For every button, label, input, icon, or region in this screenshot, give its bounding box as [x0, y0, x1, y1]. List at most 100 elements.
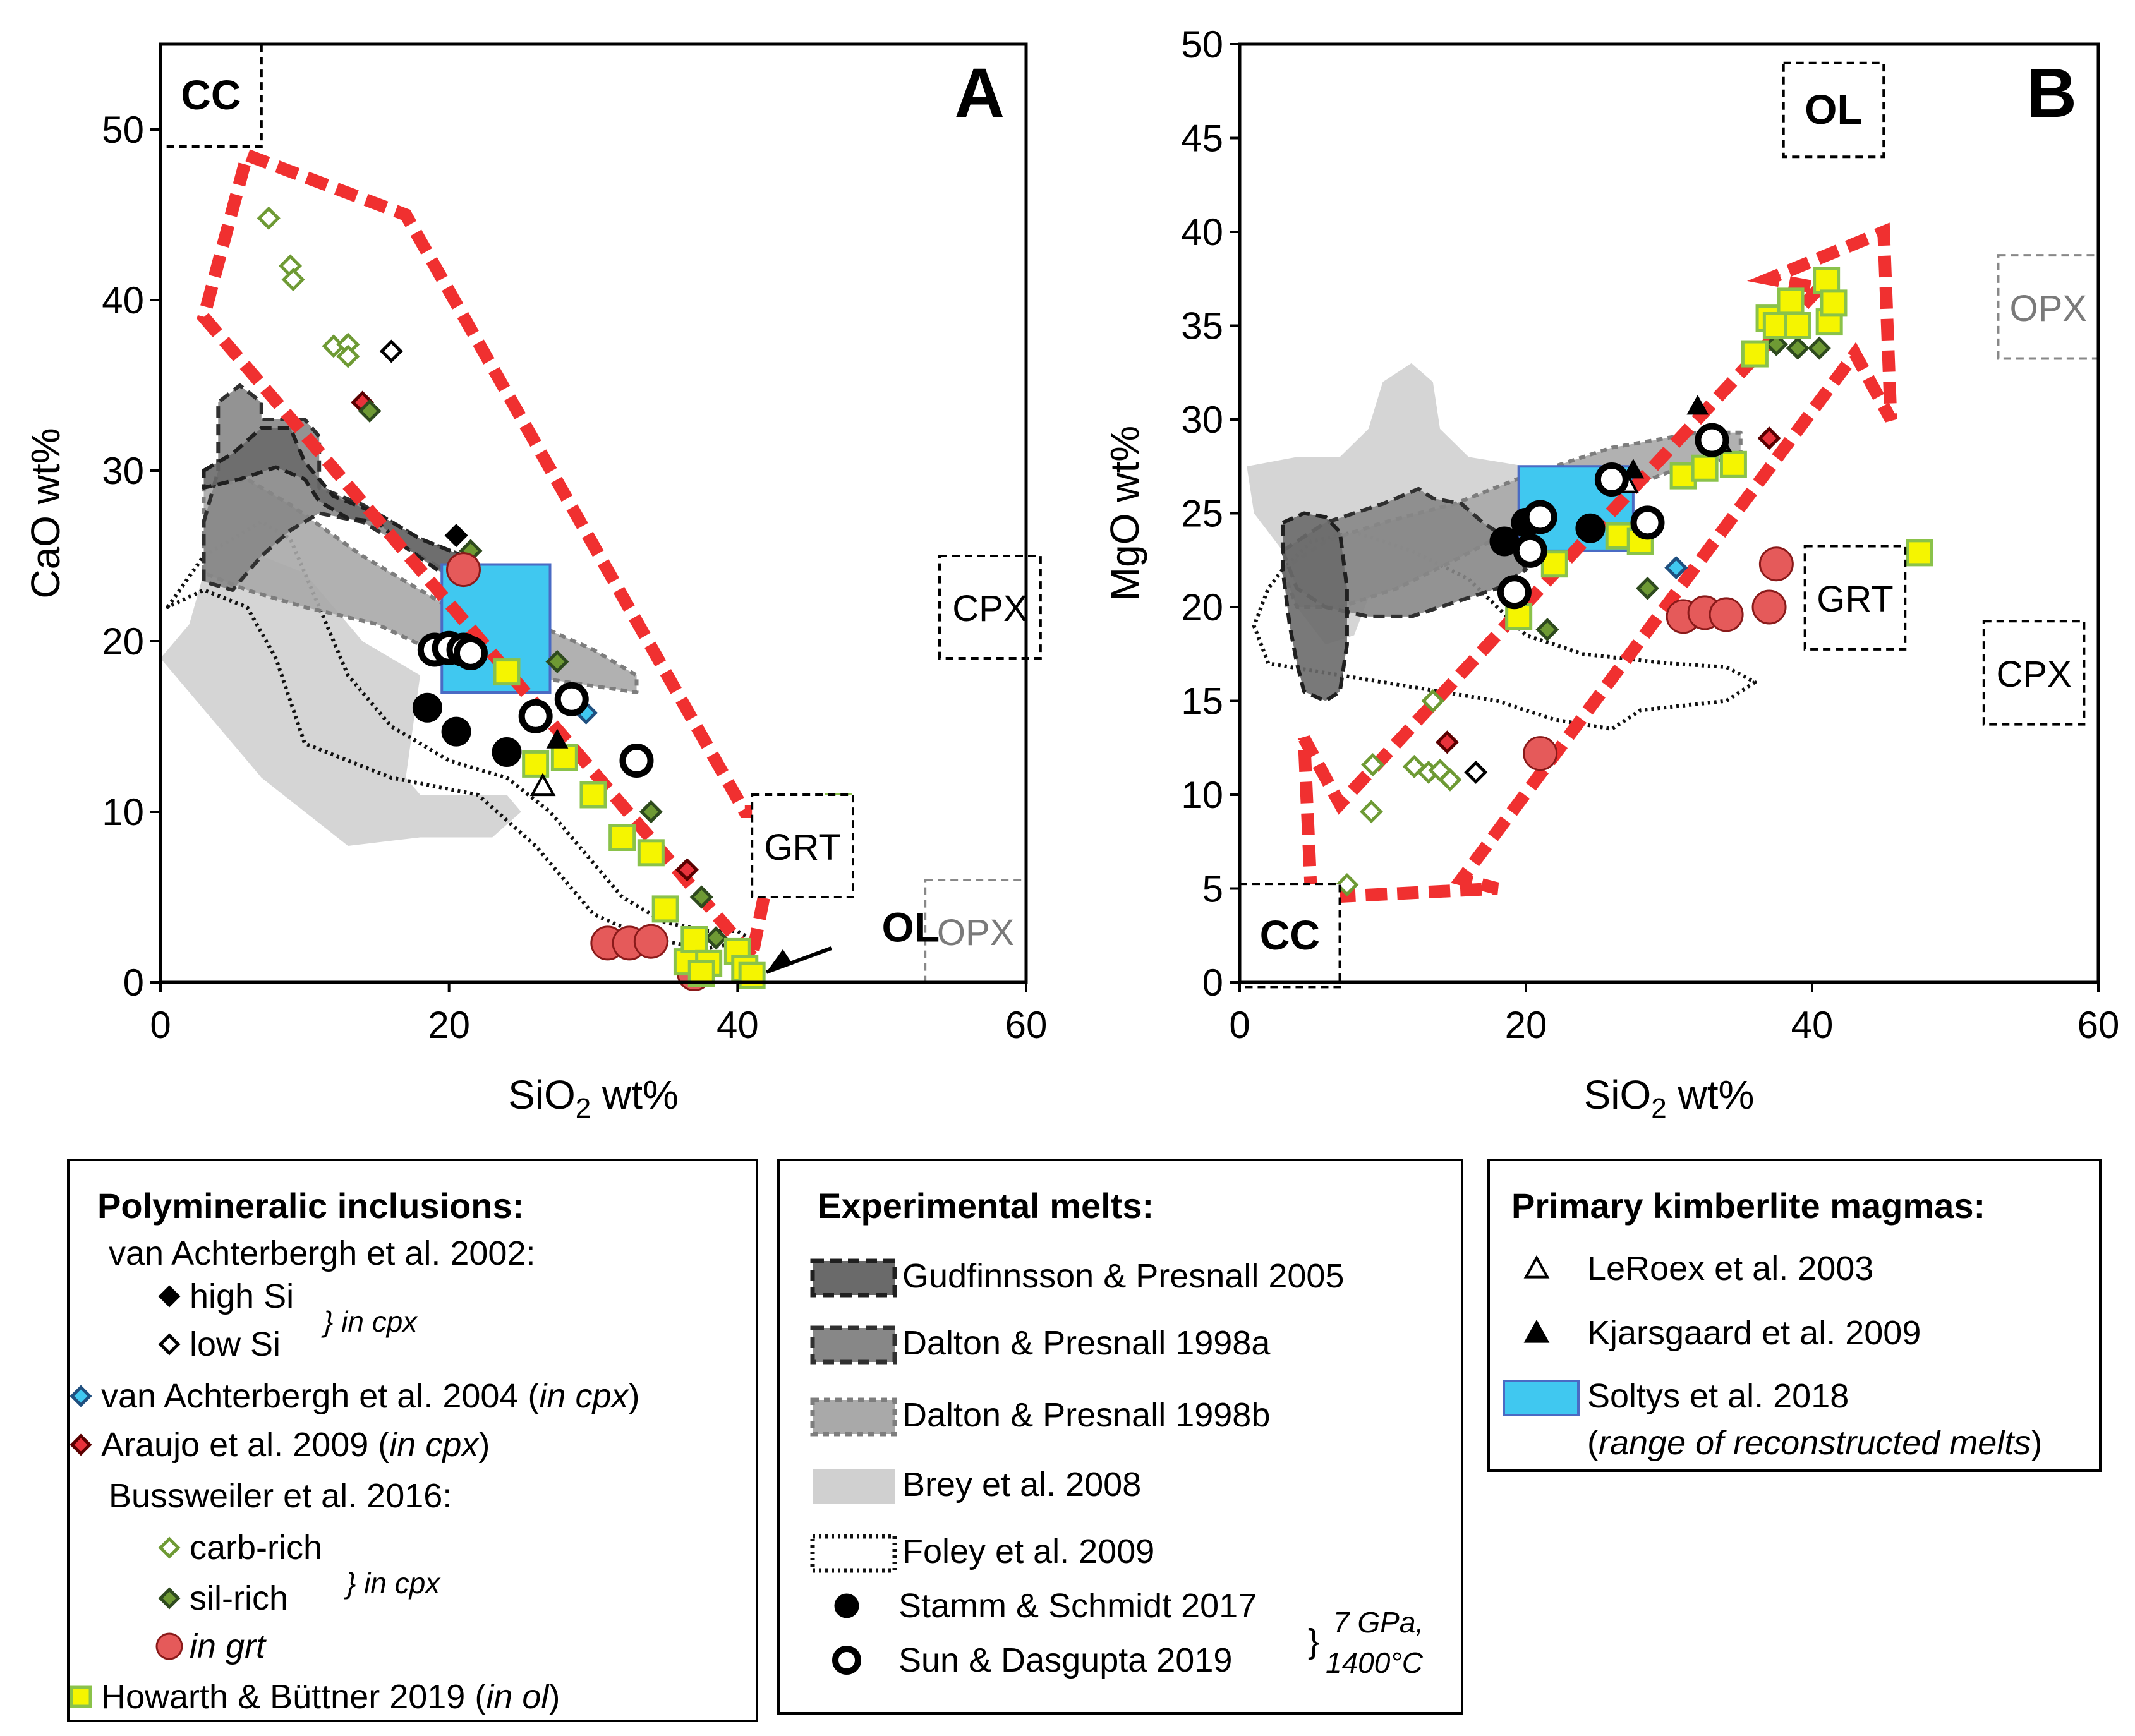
point-van-achterbergh-2002-high-si [444, 524, 468, 548]
legend-entry-label: Araujo et al. 2009 (in cpx) [101, 1426, 490, 1464]
legend-entry-label: sil-rich [190, 1579, 288, 1617]
point-araujo-2009 [675, 858, 699, 882]
legend-swatch [1503, 1380, 1580, 1416]
legend-marker [158, 1285, 181, 1308]
legend-swatch [810, 1397, 897, 1437]
mineral-box-grt [1803, 545, 1907, 651]
legend-entry-main: low Si [190, 1325, 281, 1363]
panel-label-b: B [2027, 54, 2077, 132]
y-tick-label: 35 [1181, 305, 1223, 347]
point-howarth-buttner [579, 781, 607, 809]
x-axis-title: SiO2 wt% [508, 1072, 679, 1124]
point-bussweiler-sil-rich [545, 649, 569, 673]
point-bussweiler-sil-rich [689, 885, 713, 909]
legend-marker [832, 1646, 861, 1675]
legend-entry-label: Howarth & Büttner 2019 (in ol) [101, 1678, 560, 1716]
point-howarth-buttner [1906, 539, 1933, 567]
point-bussweiler-in-grt [1523, 736, 1558, 771]
x-tick-label: 0 [1229, 1004, 1250, 1046]
point-bussweiler-sil-rich [1535, 618, 1559, 642]
legend-marker [1523, 1319, 1550, 1343]
point-bussweiler-sil-rich [1807, 336, 1831, 360]
x-axis-title-sub: 2 [1651, 1093, 1666, 1124]
point-howarth-buttner [1719, 450, 1747, 478]
point-sun-dasgupta-2019 [453, 636, 488, 670]
point-bussweiler-sil-rich [1786, 336, 1810, 360]
legend-box-2: Experimental melts: Gudfinnsson & Presnal… [777, 1159, 1463, 1715]
legend-marker [70, 1433, 92, 1456]
point-bussweiler-sil-rich [704, 926, 728, 950]
legend-brace-note: } in cpx [321, 1305, 418, 1338]
point-stamm-schmidt-2017 [492, 737, 522, 767]
point-howarth-buttner [1784, 312, 1811, 339]
legend-entry-label: LeRoex et al. 2003 [1587, 1250, 1873, 1287]
point-bussweiler-in-grt [1709, 597, 1744, 632]
legend-entry-label: high Si [190, 1277, 294, 1315]
point-sun-dasgupta-2019 [1594, 462, 1629, 497]
x-axis-title-main: SiO [1584, 1072, 1652, 1118]
field-gudfinnsson [202, 426, 480, 575]
y-tick-label: 20 [1181, 586, 1223, 629]
legend-condition-note: 1400°C [1326, 1646, 1424, 1679]
point-sun-dasgupta-2019 [1523, 500, 1557, 534]
y-tick-label: 5 [1202, 868, 1223, 910]
ol-arrow-head [766, 949, 793, 972]
legend-subheading: van Achterbergh et al. 2002: [109, 1234, 535, 1272]
y-tick-label: 10 [1181, 774, 1223, 816]
legend-area: Polymineralic inclusions: van Achterbergh… [67, 1159, 2102, 1722]
mineral-box-cpx [1982, 620, 2086, 726]
mineral-label-cc: CC [181, 71, 241, 118]
mineral-label-ol: OL [882, 904, 940, 951]
mineral-box-cc [1238, 883, 1341, 989]
legend-entry-main: high Si [190, 1277, 294, 1315]
legend-entry-note: in cpx [539, 1377, 629, 1415]
x-tick-label: 0 [150, 1004, 171, 1046]
y-tick-label: 25 [1181, 493, 1223, 535]
x-tick-label: 20 [1505, 1004, 1547, 1046]
legend-entry-tail: ) [548, 1678, 560, 1716]
point-howarth-buttner [1540, 550, 1568, 578]
point-howarth-buttner [1813, 267, 1841, 294]
point-sun-dasgupta-2019 [619, 744, 654, 778]
mineral-box-ol [1782, 61, 1885, 159]
legend-title: Primary kimberlite magmas: [1511, 1186, 1985, 1226]
x-tick-label: 40 [1791, 1004, 1834, 1046]
point-howarth-buttner [1820, 289, 1848, 317]
legend-entry-label: Stamm & Schmidt 2017 [898, 1587, 1257, 1625]
x-tick-label: 60 [1005, 1004, 1048, 1046]
legend-swatch [813, 1469, 895, 1504]
point-sun-dasgupta-2019 [1695, 423, 1729, 457]
point-bussweiler-carb-rich [336, 344, 360, 368]
legend-entry-tail: ) [629, 1377, 640, 1415]
x-axis-title-sub: 2 [576, 1093, 591, 1124]
legend-entry-main: in grt [190, 1627, 267, 1665]
legend-marker [70, 1685, 92, 1708]
y-tick-label: 20 [102, 620, 144, 663]
point-araujo-2009 [1757, 426, 1781, 450]
panel-b-chart: OL OPX GRT CPX CC 0 20 40 60 0 5 10 15 20 25 30 35 40 45 50… [1102, 23, 2119, 1124]
point-bussweiler-sil-rich [639, 800, 663, 824]
legend-box-3: Primary kimberlite magmas: LeRoex et al. … [1487, 1159, 2102, 1472]
y-axis-title: CaO wt% [23, 428, 68, 598]
legend-sub-note-open: ( [1587, 1424, 1599, 1462]
legend-marker [70, 1385, 92, 1407]
point-van-achterbergh-2002-low-si [1464, 760, 1488, 784]
y-tick-label: 30 [102, 450, 144, 492]
point-leroex-2003 [529, 773, 556, 797]
point-bussweiler-sil-rich [1635, 576, 1660, 600]
plot-frame [159, 42, 1028, 984]
point-howarth-buttner [651, 895, 679, 923]
x-axis-title-main: SiO [508, 1072, 576, 1118]
legend-entry-main: Araujo et al. 2009 ( [101, 1426, 389, 1464]
legend-entry-main: sil-rich [190, 1579, 288, 1617]
legend-swatch [810, 1534, 897, 1573]
point-howarth-buttner [608, 824, 636, 851]
field-foley [166, 520, 754, 950]
field-brey [160, 556, 521, 846]
point-howarth-buttner [522, 750, 550, 778]
legend-entry-main: Howarth & Büttner 2019 ( [101, 1678, 486, 1716]
mineral-label-grt: GRT [764, 827, 840, 868]
mineral-label-ol: OL [1805, 86, 1863, 133]
mineral-label-cpx: CPX [1996, 654, 2071, 695]
legend-entry-note: in ol [486, 1678, 550, 1716]
